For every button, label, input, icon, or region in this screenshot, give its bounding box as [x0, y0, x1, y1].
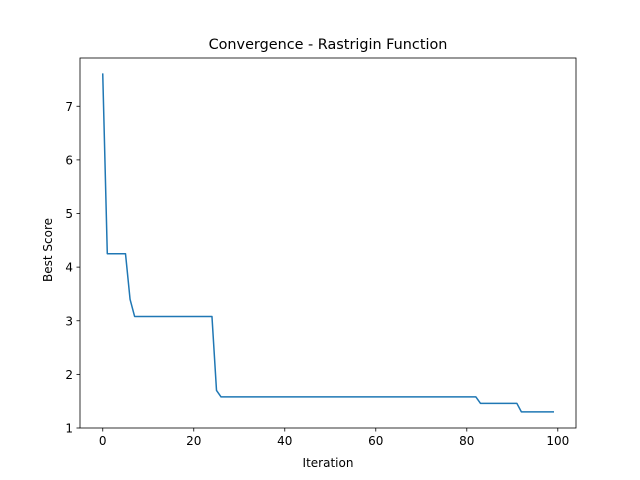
axes-frame [79, 57, 577, 429]
plot-area: 0 20 40 60 80 100 1 2 3 4 5 6 7 [65, 57, 577, 448]
y-tick-label: 1 [65, 422, 73, 436]
y-tick-label: 5 [65, 207, 73, 221]
x-tick-label: 60 [368, 434, 383, 448]
y-tick-label: 6 [65, 153, 73, 167]
x-tick-label: 100 [546, 434, 569, 448]
x-tick-label: 40 [277, 434, 292, 448]
y-tick-label: 3 [65, 314, 73, 328]
x-tick-label: 80 [459, 434, 474, 448]
chart-title: Convergence - Rastrigin Function [209, 37, 448, 53]
x-tick-label: 0 [99, 434, 107, 448]
series-line-0 [101, 73, 554, 413]
x-tick-label: 20 [186, 434, 201, 448]
y-tick-label: 2 [65, 368, 73, 382]
y-axis-label: Best Score [41, 218, 55, 282]
y-tick-label: 4 [65, 261, 73, 275]
y-tick-label: 7 [65, 100, 73, 114]
x-axis-label: Iteration [303, 456, 354, 470]
